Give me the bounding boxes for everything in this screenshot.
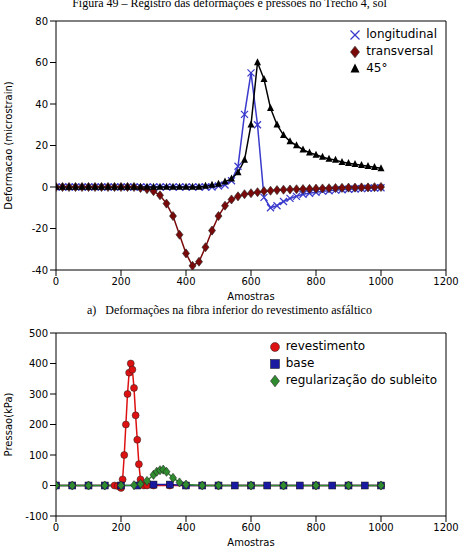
svg-text:800: 800 — [306, 522, 325, 533]
html-text:transversal: transversal — [366, 44, 434, 58]
svg-text:200: 200 — [29, 419, 48, 430]
html-text:revestimento: revestimento — [285, 339, 366, 353]
svg-text:1000: 1000 — [368, 522, 393, 533]
svg-text:800: 800 — [306, 276, 325, 287]
svg-text:400: 400 — [176, 276, 195, 287]
svg-text:1200: 1200 — [433, 276, 451, 287]
svg-text:60: 60 — [35, 57, 48, 68]
html-text:a) Deformações na fibra inferi: a) Deformações na fibra inferior do reve… — [87, 303, 372, 317]
svg-text:0: 0 — [42, 182, 48, 193]
html-text:base: base — [285, 356, 315, 370]
svg-text:600: 600 — [241, 522, 260, 533]
svg-text:20: 20 — [35, 140, 48, 151]
svg-text:400: 400 — [176, 522, 195, 533]
svg-text:-20: -20 — [32, 223, 48, 234]
svg-text:80: 80 — [35, 16, 48, 27]
svg-text:200: 200 — [111, 276, 130, 287]
svg-text:0: 0 — [53, 522, 59, 533]
svg-text:Amostras: Amostras — [227, 537, 274, 548]
svg-text:-40: -40 — [32, 265, 48, 276]
svg-text:0: 0 — [42, 480, 48, 491]
svg-text:Deformacao (microstrain): Deformacao (microstrain) — [8, 81, 14, 210]
html-text:45°: 45° — [366, 61, 388, 75]
svg-text:Amostras: Amostras — [227, 291, 274, 302]
svg-text:200: 200 — [111, 522, 130, 533]
svg-text:1200: 1200 — [433, 522, 451, 533]
html-text:regularização do subleito: regularização do subleito — [285, 373, 437, 387]
html-text:longitudinal: longitudinal — [366, 27, 437, 41]
svg-text:Pressao(kPa): Pressao(kPa) — [8, 392, 14, 456]
svg-text:400: 400 — [29, 358, 48, 369]
svg-text:0: 0 — [53, 276, 59, 287]
svg-text:300: 300 — [29, 389, 48, 400]
svg-text:40: 40 — [35, 99, 48, 110]
svg-text:-100: -100 — [25, 511, 48, 522]
svg-text:1000: 1000 — [368, 276, 393, 287]
svg-text:500: 500 — [29, 328, 48, 339]
svg-text:100: 100 — [29, 450, 48, 461]
svg-text:600: 600 — [241, 276, 260, 287]
